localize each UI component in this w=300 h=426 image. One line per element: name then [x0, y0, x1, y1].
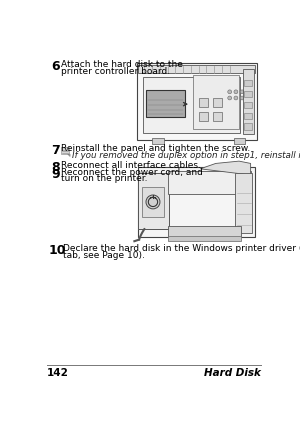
Text: 7: 7	[52, 144, 60, 157]
Text: tab, see Page 10).: tab, see Page 10).	[63, 250, 145, 259]
Bar	[146, 91, 185, 118]
Bar	[168, 172, 251, 195]
Bar	[244, 103, 252, 109]
Circle shape	[146, 196, 160, 209]
Bar	[244, 92, 252, 98]
Text: 6: 6	[52, 60, 60, 72]
Text: printer controller board.: printer controller board.	[61, 66, 170, 75]
Text: 142: 142	[47, 368, 69, 377]
Text: Reinstall the panel and tighten the screw.: Reinstall the panel and tighten the scre…	[61, 144, 250, 153]
Bar	[61, 148, 69, 155]
Text: Reconnect the power cord, and: Reconnect the power cord, and	[61, 167, 202, 176]
Bar	[138, 168, 254, 237]
Bar	[235, 173, 252, 233]
Circle shape	[234, 97, 238, 101]
Bar	[244, 124, 252, 130]
Bar	[213, 112, 222, 122]
Text: If you removed the duplex option in step1, reinstall it.: If you removed the duplex option in step…	[72, 150, 300, 159]
Text: 9: 9	[52, 167, 60, 180]
Bar	[138, 66, 255, 73]
Circle shape	[240, 97, 244, 101]
Bar	[213, 99, 222, 108]
Text: Reconnect all interface cables.: Reconnect all interface cables.	[61, 160, 201, 169]
Text: Declare the hard disk in the Windows printer driver (Properties/Configure: Declare the hard disk in the Windows pri…	[63, 243, 300, 252]
Bar	[244, 113, 252, 119]
Circle shape	[234, 91, 238, 95]
Circle shape	[228, 97, 232, 101]
Bar	[137, 64, 257, 141]
Circle shape	[228, 91, 232, 95]
Bar	[168, 226, 241, 237]
Polygon shape	[68, 155, 70, 157]
Bar	[199, 99, 208, 108]
Bar	[142, 187, 164, 218]
Bar	[244, 81, 252, 87]
Bar	[243, 70, 254, 135]
Text: 8: 8	[52, 160, 60, 173]
Circle shape	[240, 91, 244, 95]
Bar	[138, 174, 169, 229]
Bar	[193, 76, 239, 130]
Bar	[199, 112, 208, 122]
Bar	[168, 236, 241, 242]
Text: Hard Disk: Hard Disk	[204, 368, 261, 377]
Polygon shape	[200, 162, 250, 176]
Text: turn on the printer.: turn on the printer.	[61, 174, 147, 183]
Text: 10: 10	[48, 243, 66, 256]
Bar	[143, 78, 240, 133]
Bar	[234, 139, 245, 145]
Bar	[152, 139, 164, 145]
Text: Attach the hard disk to the: Attach the hard disk to the	[61, 60, 183, 69]
